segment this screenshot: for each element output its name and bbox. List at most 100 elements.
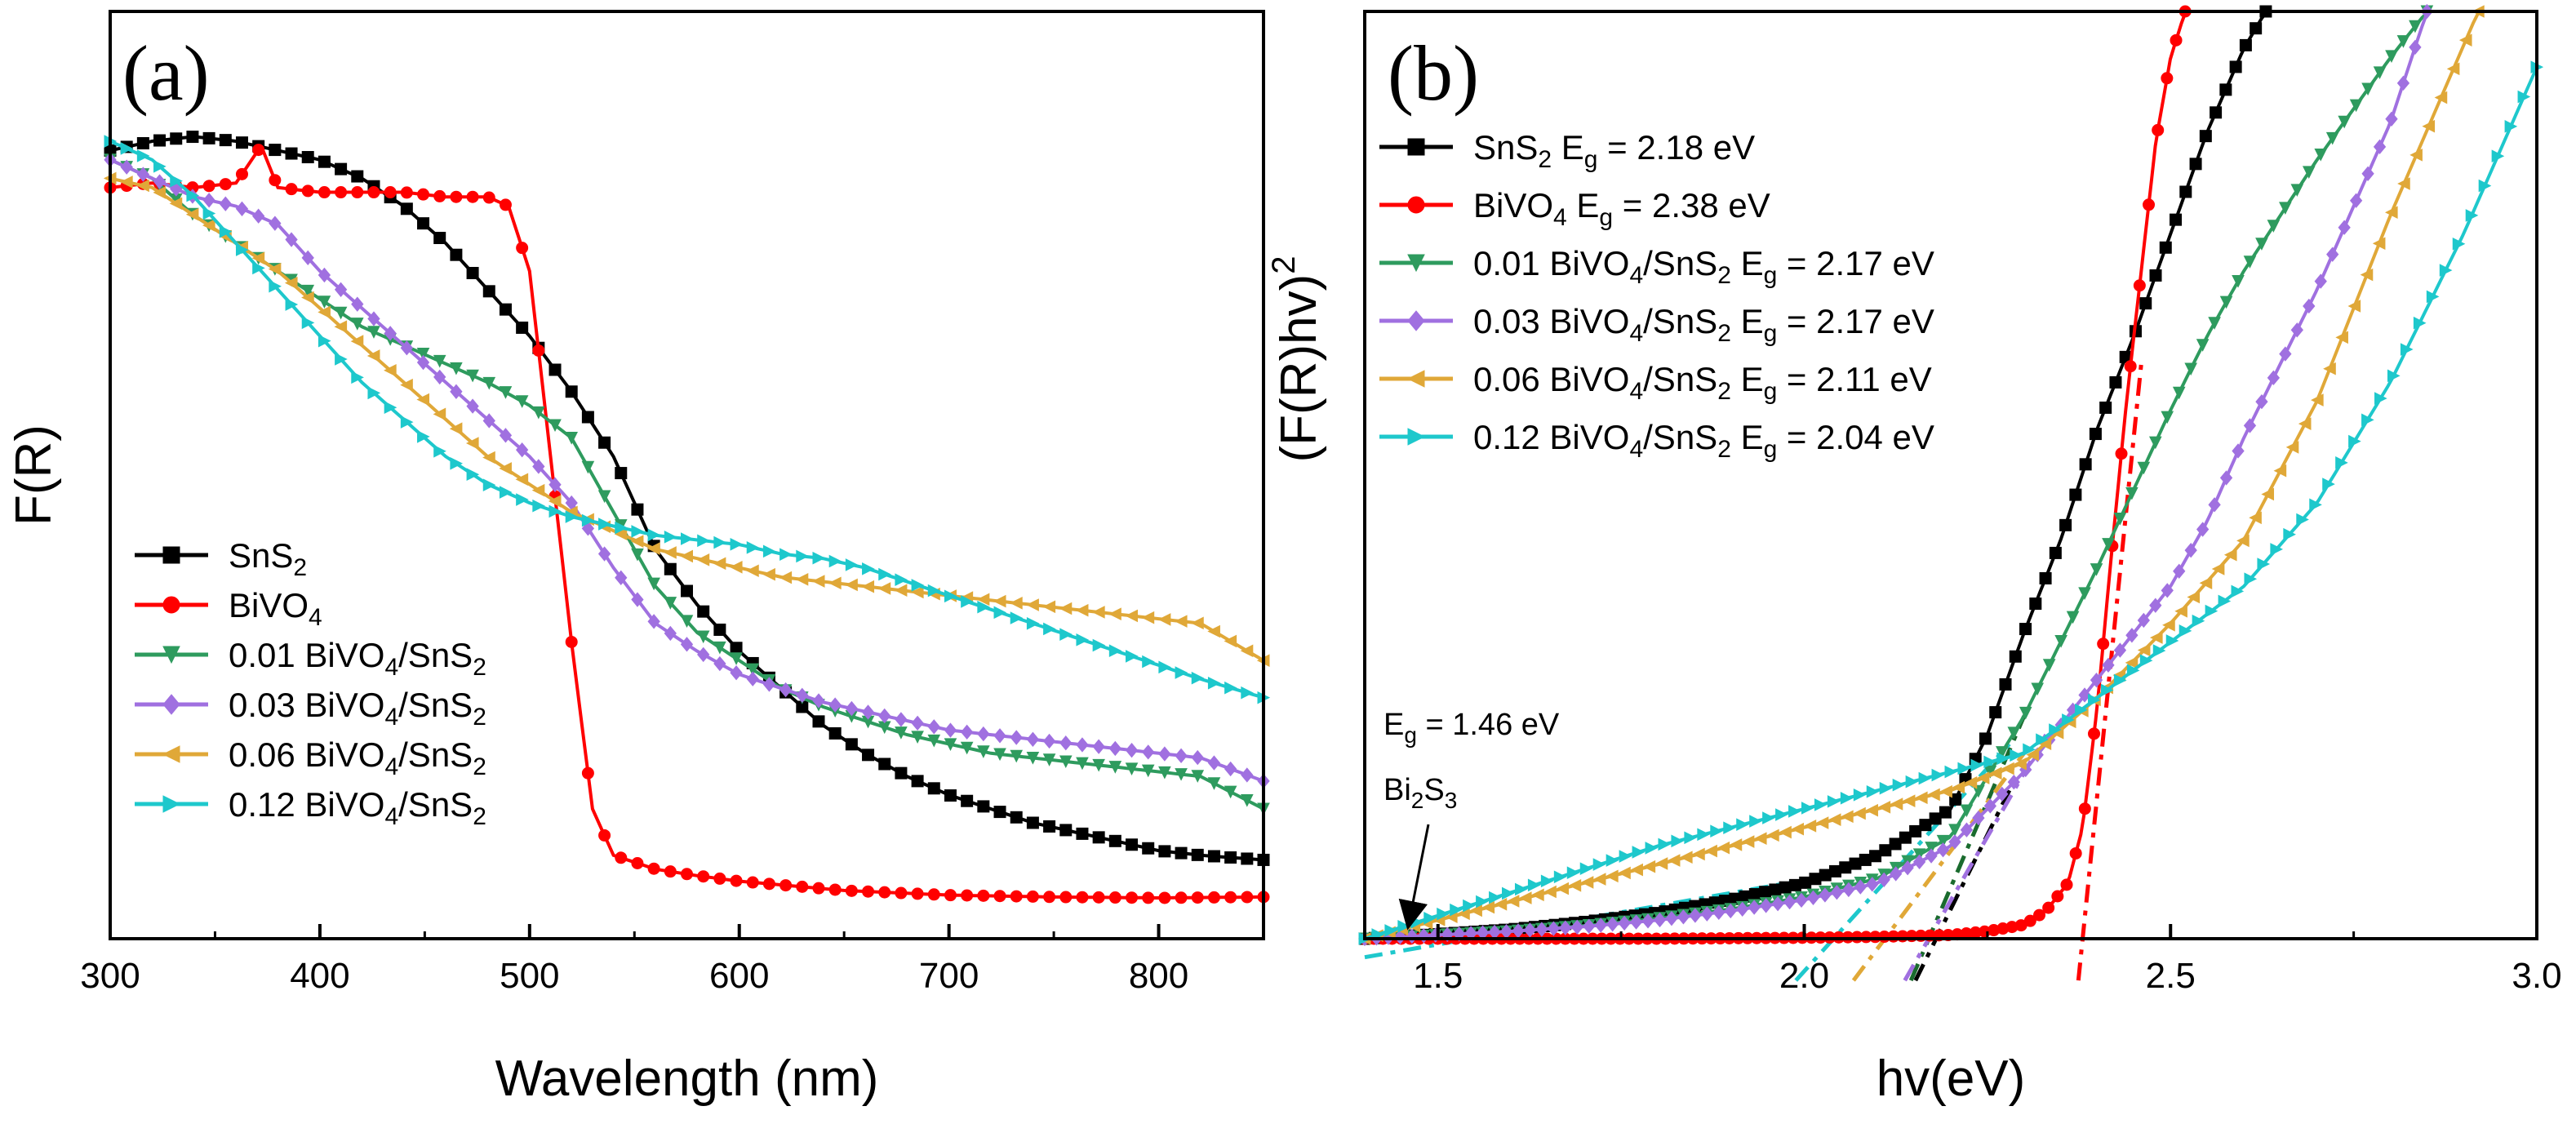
data-point-bivo4 [862, 885, 875, 898]
data-point-0-12-bivo4-sns2 [565, 510, 579, 523]
data-point-0-06-bivo4-sns2 [2446, 62, 2460, 76]
data-point-sns2 [482, 285, 495, 298]
data-point-0-12-bivo4-sns2 [2192, 614, 2205, 628]
data-point-0-06-bivo4-sns2 [2249, 511, 2262, 525]
data-point-bivo4 [2115, 447, 2128, 460]
data-point-0-06-bivo4-sns2 [449, 422, 463, 436]
data-point-0-03-bivo4-sns2 [1771, 896, 1784, 912]
data-point-0-06-bivo4-sns2 [2384, 206, 2398, 220]
data-point-0-03-bivo4-sns2 [499, 428, 513, 443]
data-point-0-12-bivo4-sns2 [1983, 755, 1996, 769]
legend-label: SnS2 [229, 536, 307, 581]
data-point-0-12-bivo4-sns2 [779, 548, 793, 561]
panel-a-frame [109, 10, 1265, 940]
data-point-0-12-bivo4-sns2 [1619, 850, 1632, 863]
data-point-0-12-bivo4-sns2 [2100, 683, 2114, 697]
data-point-0-06-bivo4-sns2 [1092, 606, 1105, 619]
data-point-0-01-bivo4-sns2 [1224, 785, 1237, 799]
data-point-0-03-bivo4-sns2 [2326, 247, 2339, 262]
data-point-bivo4 [1059, 891, 1073, 904]
data-point-0-06-bivo4-sns2 [2137, 643, 2151, 657]
data-point-0-06-bivo4-sns2 [2360, 268, 2374, 282]
data-point-bivo4 [285, 183, 298, 196]
data-point-bivo4 [433, 189, 446, 202]
data-point-0-03-bivo4-sns2 [1175, 748, 1188, 764]
data-point-sns2 [1241, 852, 1254, 865]
legend-swatch-marker [162, 694, 180, 715]
bi2s3-bandgap-label: Eg = 1.46 eV [1383, 708, 1560, 748]
data-point-0-03-bivo4-sns2 [2137, 612, 2150, 629]
data-point-bivo4 [2088, 727, 2101, 740]
data-point-sns2 [1224, 851, 1237, 864]
legend-label: BiVO4 Eg = 2.38 eV [1473, 186, 1770, 231]
data-point-bivo4 [1224, 891, 1237, 904]
data-point-sns2 [301, 151, 314, 164]
data-point-bivo4 [2069, 846, 2082, 860]
data-point-0-01-bivo4-sns2 [2007, 726, 2021, 740]
data-point-0-03-bivo4-sns2 [961, 724, 974, 740]
data-point-bivo4 [417, 188, 430, 201]
data-point-0-06-bivo4-sns2 [169, 197, 183, 211]
data-point-0-06-bivo4-sns2 [1543, 885, 1557, 899]
data-point-bivo4 [532, 344, 545, 357]
data-point-sns2 [2099, 401, 2112, 414]
data-point-0-03-bivo4-sns2 [1042, 733, 1056, 749]
data-point-0-06-bivo4-sns2 [713, 557, 726, 571]
data-point-sns2 [153, 134, 167, 147]
data-point-0-01-bivo4-sns2 [993, 748, 1006, 762]
data-point-0-12-bivo4-sns2 [2348, 434, 2361, 448]
data-point-sns2 [713, 623, 726, 636]
legend-item-sns2: SnS2 [135, 536, 307, 581]
data-point-0-12-bivo4-sns2 [1775, 808, 1788, 821]
data-point-0-01-bivo4-sns2 [2361, 82, 2374, 96]
data-point-0-03-bivo4-sns2 [1125, 742, 1139, 758]
data-point-0-03-bivo4-sns2 [1618, 915, 1631, 931]
data-point-0-01-bivo4-sns2 [1059, 755, 1073, 769]
data-point-bivo4 [911, 887, 924, 900]
data-point-0-06-bivo4-sns2 [531, 483, 545, 497]
data-point-0-03-bivo4-sns2 [1026, 731, 1040, 747]
data-point-bivo4 [482, 191, 495, 204]
data-point-0-12-bivo4-sns2 [1606, 854, 1619, 867]
data-point-0-06-bivo4-sns2 [1939, 784, 1952, 798]
legend-label: 0.01 BiVO4/SnS2 Eg = 2.17 eV [1473, 244, 1934, 289]
data-point-0-06-bivo4-sns2 [1679, 851, 1693, 864]
data-point-sns2 [516, 321, 529, 334]
data-point-0-06-bivo4-sns2 [1141, 611, 1155, 624]
data-point-0-06-bivo4-sns2 [828, 576, 842, 590]
data-point-0-12-bivo4-sns2 [2283, 527, 2296, 541]
data-point-0-03-bivo4-sns2 [2007, 774, 2020, 790]
data-point-0-12-bivo4-sns2 [2335, 456, 2348, 469]
data-point-0-12-bivo4-sns2 [1801, 802, 1814, 815]
data-point-0-03-bivo4-sns2 [1441, 926, 1454, 943]
tangent-line-4 [1851, 752, 2026, 982]
data-point-0-03-bivo4-sns2 [136, 167, 150, 182]
data-point-0-03-bivo4-sns2 [1972, 810, 1985, 826]
data-point-0-01-bivo4-sns2 [2302, 166, 2316, 180]
data-point-0-12-bivo4-sns2 [252, 261, 265, 275]
data-point-0-12-bivo4-sns2 [417, 430, 430, 443]
data-point-0-06-bivo4-sns2 [2211, 562, 2225, 575]
data-point-0-12-bivo4-sns2 [746, 541, 760, 554]
data-point-0-12-bivo4-sns2 [2309, 498, 2322, 512]
panel-b-y-axis-label: (F(R)hv)2 [1266, 256, 1327, 463]
panel-a-series-group [103, 131, 1271, 904]
panel-b-annotation: Eg = 1.46 eV Bi2S3 [1383, 708, 1560, 931]
data-point-0-12-bivo4-sns2 [285, 298, 299, 311]
data-point-sns2 [1010, 811, 1023, 824]
data-point-0-01-bivo4-sns2 [746, 663, 760, 677]
data-point-0-12-bivo4-sns2 [2439, 264, 2453, 277]
panel-b-frame [1363, 10, 2538, 940]
data-point-bivo4 [730, 874, 743, 887]
data-point-0-01-bivo4-sns2 [2208, 317, 2221, 330]
data-point-0-01-bivo4-sns2 [2054, 634, 2067, 648]
data-point-0-03-bivo4-sns2 [416, 354, 430, 371]
data-point-0-03-bivo4-sns2 [318, 267, 331, 283]
data-point-0-03-bivo4-sns2 [549, 477, 562, 492]
data-point-sns2 [1909, 824, 1922, 837]
data-point-0-03-bivo4-sns2 [1806, 890, 1820, 905]
data-point-sns2 [2139, 297, 2152, 310]
data-point-0-06-bivo4-sns2 [1506, 895, 1520, 908]
data-point-bivo4 [647, 862, 660, 875]
data-point-0-03-bivo4-sns2 [301, 250, 314, 266]
